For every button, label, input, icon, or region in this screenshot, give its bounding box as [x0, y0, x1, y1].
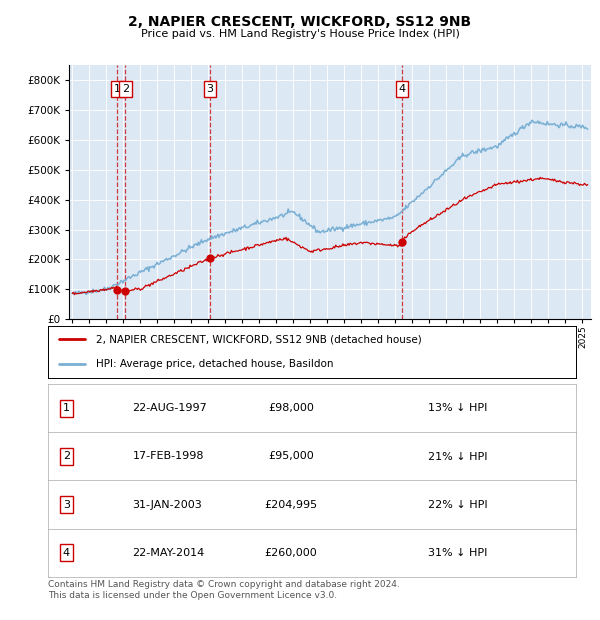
Text: 17-FEB-1998: 17-FEB-1998 — [133, 451, 204, 461]
Text: 22-AUG-1997: 22-AUG-1997 — [133, 404, 207, 414]
Text: 3: 3 — [206, 84, 213, 94]
Text: £204,995: £204,995 — [265, 500, 317, 510]
Text: Contains HM Land Registry data © Crown copyright and database right 2024.
This d: Contains HM Land Registry data © Crown c… — [48, 580, 400, 601]
Text: 1: 1 — [114, 84, 121, 94]
Text: 4: 4 — [63, 547, 70, 557]
Text: 2, NAPIER CRESCENT, WICKFORD, SS12 9NB: 2, NAPIER CRESCENT, WICKFORD, SS12 9NB — [128, 16, 472, 30]
Text: 1: 1 — [63, 404, 70, 414]
Text: 13% ↓ HPI: 13% ↓ HPI — [428, 404, 488, 414]
Text: 22% ↓ HPI: 22% ↓ HPI — [428, 500, 488, 510]
Text: 31-JAN-2003: 31-JAN-2003 — [133, 500, 202, 510]
Text: 31% ↓ HPI: 31% ↓ HPI — [428, 547, 488, 557]
Text: 2: 2 — [63, 451, 70, 461]
Text: £95,000: £95,000 — [268, 451, 314, 461]
Text: 4: 4 — [398, 84, 406, 94]
Text: 22-MAY-2014: 22-MAY-2014 — [133, 547, 205, 557]
Text: Price paid vs. HM Land Registry's House Price Index (HPI): Price paid vs. HM Land Registry's House … — [140, 29, 460, 39]
Text: £98,000: £98,000 — [268, 404, 314, 414]
Text: 2, NAPIER CRESCENT, WICKFORD, SS12 9NB (detached house): 2, NAPIER CRESCENT, WICKFORD, SS12 9NB (… — [95, 334, 421, 344]
Text: HPI: Average price, detached house, Basildon: HPI: Average price, detached house, Basi… — [95, 360, 333, 370]
Text: 21% ↓ HPI: 21% ↓ HPI — [428, 451, 488, 461]
Text: £260,000: £260,000 — [265, 547, 317, 557]
Text: 3: 3 — [63, 500, 70, 510]
Text: 2: 2 — [122, 84, 129, 94]
